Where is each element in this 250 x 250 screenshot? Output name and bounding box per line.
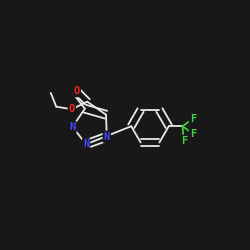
Text: O: O <box>74 86 80 96</box>
Text: F: F <box>180 136 187 146</box>
Text: F: F <box>190 129 196 139</box>
Text: N: N <box>70 122 76 132</box>
Text: N: N <box>104 132 110 142</box>
Text: O: O <box>69 104 75 114</box>
Text: N: N <box>83 139 89 149</box>
Text: F: F <box>190 114 196 124</box>
